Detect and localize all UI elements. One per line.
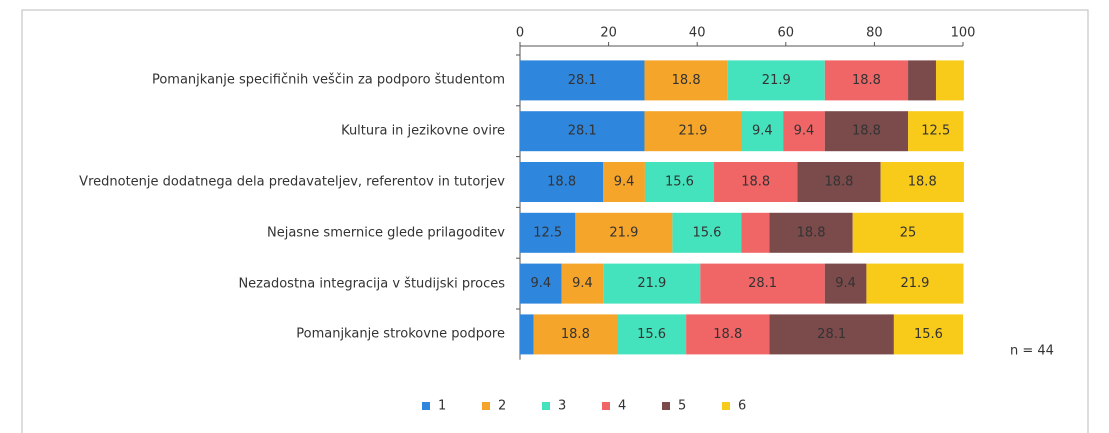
bar-segment — [520, 111, 645, 152]
data-label: 18.8 — [547, 175, 576, 190]
data-label: 21.9 — [609, 225, 638, 240]
bar-segment — [520, 263, 562, 304]
data-label: 9.4 — [614, 175, 635, 190]
legend-swatch — [542, 402, 550, 410]
bar-segment — [824, 111, 909, 152]
category-label: Kultura in jezikovne ovire — [341, 123, 505, 139]
bar-segment — [741, 212, 770, 253]
x-tick-label: 0 — [516, 26, 524, 41]
bar-segment — [893, 314, 963, 355]
bar-segment — [520, 162, 604, 202]
data-label: 28.1 — [748, 276, 777, 291]
data-label: 15.6 — [637, 327, 666, 342]
frame — [21, 9, 1089, 433]
note: n = 44 — [1010, 344, 1054, 359]
bar-segment — [533, 314, 618, 355]
bar-segment — [769, 212, 853, 253]
data-label: 18.8 — [561, 327, 590, 342]
legend-label: 5 — [678, 399, 686, 414]
bar-segment — [852, 212, 964, 253]
legend-label: 1 — [438, 399, 446, 414]
category-label: Nejasne smernice glede prilagoditev — [266, 225, 505, 241]
bar-segment — [520, 314, 534, 355]
bar-segment — [520, 212, 576, 253]
data-label: 18.8 — [713, 327, 742, 342]
bar-segment — [686, 314, 770, 355]
bar-segment — [797, 162, 881, 202]
legend-label: 6 — [738, 399, 746, 414]
bar-segment — [561, 263, 604, 304]
data-label: 9.4 — [572, 276, 593, 291]
x-tick-label: 20 — [600, 26, 617, 41]
bar-segment — [741, 111, 784, 152]
data-label: 18.8 — [741, 175, 770, 190]
data-label: 9.4 — [752, 124, 773, 139]
bar-segment — [644, 162, 715, 202]
bar-segment — [575, 212, 673, 253]
bar-segment — [672, 212, 742, 253]
bar-segment — [880, 162, 964, 202]
legend-label: 4 — [618, 399, 626, 414]
data-label: 28.1 — [817, 327, 846, 342]
bar-segment — [603, 263, 701, 304]
legend-label: 2 — [498, 399, 506, 414]
bar-segment — [908, 60, 936, 101]
data-label: 9.4 — [530, 276, 551, 291]
bar-segment — [700, 263, 825, 304]
data-label: 12.5 — [533, 225, 562, 240]
x-tick-label: 80 — [866, 26, 883, 41]
x-tick-label: 100 — [951, 26, 976, 41]
data-label: 9.4 — [794, 124, 815, 139]
category-label: Vrednotenje dodatnega dela predavateljev… — [79, 174, 505, 190]
data-label: 12.5 — [921, 124, 950, 139]
bar-segment — [644, 111, 742, 152]
data-label: 21.9 — [637, 276, 666, 291]
bar-segment — [824, 263, 867, 304]
category-label: Pomanjkanje strokovne podpore — [296, 326, 505, 342]
legend-label: 3 — [558, 399, 566, 414]
data-label: 21.9 — [679, 124, 708, 139]
data-label: 18.8 — [852, 73, 881, 88]
bar-segment — [520, 60, 645, 101]
data-label: 21.9 — [900, 276, 929, 291]
data-label: 9.4 — [835, 276, 856, 291]
data-label: 28.1 — [568, 124, 597, 139]
data-label: 18.8 — [908, 175, 937, 190]
data-label: 18.8 — [824, 175, 853, 190]
legend-swatch — [422, 402, 430, 410]
x-tick-label: 60 — [778, 26, 795, 41]
bar-segment — [866, 263, 964, 304]
bar-segment — [603, 162, 645, 202]
category-label: Pomanjkanje specifičnih veščin za podpor… — [151, 72, 505, 88]
bar-segment — [727, 60, 825, 101]
data-label: 25 — [900, 225, 917, 240]
data-label: 28.1 — [568, 73, 597, 88]
data-label: 15.6 — [914, 327, 943, 342]
bar-segment — [935, 60, 964, 101]
data-label: 21.9 — [762, 73, 791, 88]
data-label: 15.6 — [665, 175, 694, 190]
legend-swatch — [602, 402, 610, 410]
legend-swatch — [662, 402, 670, 410]
bar-segment — [769, 314, 894, 355]
bar-segment — [714, 162, 798, 202]
data-label: 18.8 — [852, 124, 881, 139]
bar-segment — [644, 60, 728, 101]
bar-segment — [783, 111, 825, 152]
legend-swatch — [482, 402, 490, 410]
bar-segment — [824, 60, 909, 101]
category-label: Nezadostna integracija v študijski proce… — [238, 276, 505, 292]
bar-segment — [908, 111, 964, 152]
x-tick-label: 40 — [689, 26, 706, 41]
bar-segment — [617, 314, 687, 355]
data-label: 15.6 — [692, 225, 721, 240]
data-label: 18.8 — [672, 73, 701, 88]
data-label: 18.8 — [797, 225, 826, 240]
legend-swatch — [722, 402, 730, 410]
